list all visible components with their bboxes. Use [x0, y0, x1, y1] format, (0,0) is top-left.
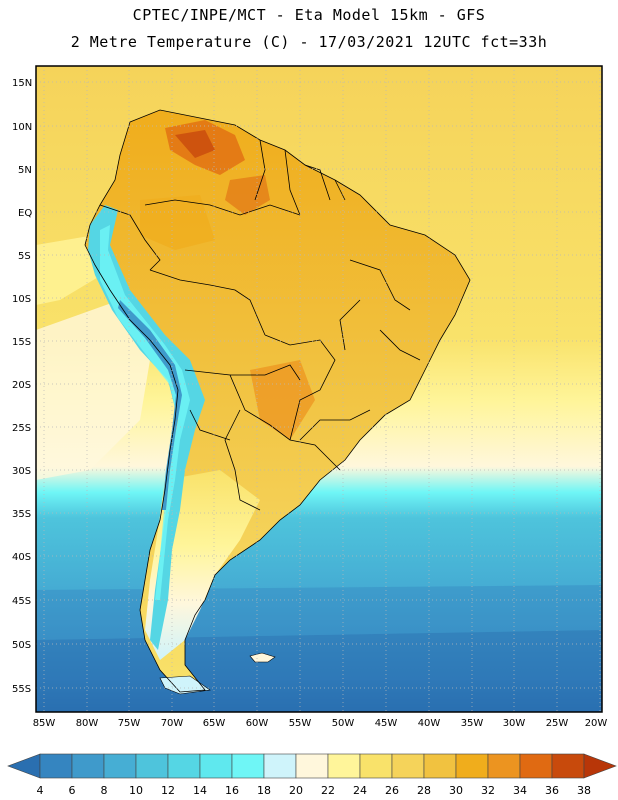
lon-label: 60W	[246, 718, 269, 729]
legend-value: 38	[577, 784, 591, 797]
legend-value: 18	[257, 784, 271, 797]
legend-swatch	[167, 753, 201, 779]
longitude-axis: 85W 80W 75W 70W 65W 60W 55W 50W 45W 40W …	[33, 718, 608, 729]
lat-label: 30S	[12, 466, 31, 477]
legend-swatch	[39, 753, 73, 779]
lat-label: 15N	[12, 78, 32, 89]
legend-value: 16	[225, 784, 239, 797]
legend-swatch	[103, 753, 137, 779]
legend-swatch	[359, 753, 393, 779]
legend-value: 4	[37, 784, 44, 797]
legend-value: 28	[417, 784, 431, 797]
legend-arrow-low	[7, 753, 41, 779]
legend-value: 36	[545, 784, 559, 797]
lat-label: 5N	[18, 165, 32, 176]
lat-label: 20S	[12, 380, 31, 391]
lat-label: 40S	[12, 552, 31, 563]
legend-value: 14	[193, 784, 207, 797]
lon-label: 45W	[375, 718, 398, 729]
lat-label: 45S	[12, 596, 31, 607]
legend-value: 12	[161, 784, 175, 797]
lat-label: 10S	[12, 294, 31, 305]
legend-value: 6	[69, 784, 76, 797]
lon-label: 35W	[461, 718, 484, 729]
lon-label: 30W	[503, 718, 526, 729]
legend-value: 22	[321, 784, 335, 797]
legend-swatch	[487, 753, 521, 779]
lat-label: 35S	[12, 509, 31, 520]
lon-label: 50W	[332, 718, 355, 729]
lon-label: 85W	[33, 718, 56, 729]
lon-label: 70W	[161, 718, 184, 729]
legend-value: 24	[353, 784, 367, 797]
map-title-line-2: 2 Metre Temperature (C) - 17/03/2021 12U…	[70, 33, 548, 51]
map-title-line-1: CPTEC/INPE/MCT - Eta Model 15km - GFS	[132, 6, 486, 24]
legend-value: 26	[385, 784, 399, 797]
lat-label: 15S	[12, 337, 31, 348]
legend-swatch	[199, 753, 233, 779]
lon-label: 65W	[203, 718, 226, 729]
color-legend: 4 6 8 10 12 14 16 18 20 22 24 26 28 30 32 34 36 38	[7, 753, 617, 797]
lon-label: 25W	[546, 718, 569, 729]
lat-label: 50S	[12, 640, 31, 651]
legend-swatch	[391, 753, 425, 779]
lon-label: 75W	[118, 718, 141, 729]
legend-value: 20	[289, 784, 303, 797]
lon-label: 40W	[418, 718, 441, 729]
legend-swatch	[455, 753, 489, 779]
legend-swatch	[551, 753, 585, 779]
lat-label: EQ	[18, 208, 32, 219]
legend-swatch	[135, 753, 169, 779]
map-frame	[35, 65, 603, 713]
lon-label: 55W	[289, 718, 312, 729]
legend-value: 34	[513, 784, 527, 797]
legend-swatch	[519, 753, 553, 779]
lat-label: 25S	[12, 423, 31, 434]
lat-label: 5S	[18, 251, 31, 262]
legend-swatch	[231, 753, 265, 779]
legend-value: 30	[449, 784, 463, 797]
legend-swatch	[71, 753, 105, 779]
legend-swatch	[423, 753, 457, 779]
lon-label: 80W	[76, 718, 99, 729]
legend-swatch	[327, 753, 361, 779]
lon-label: 20W	[585, 718, 608, 729]
legend-swatch	[263, 753, 297, 779]
legend-value: 32	[481, 784, 495, 797]
lat-label: 55S	[12, 684, 31, 695]
legend-value: 10	[129, 784, 143, 797]
legend-value: 8	[101, 784, 108, 797]
lat-label: 10N	[12, 122, 32, 133]
legend-arrow-high	[583, 753, 617, 779]
legend-swatch	[295, 753, 329, 779]
latitude-axis: 15N 10N 5N EQ 5S 10S 15S 20S 25S 30S 35S…	[12, 78, 32, 695]
